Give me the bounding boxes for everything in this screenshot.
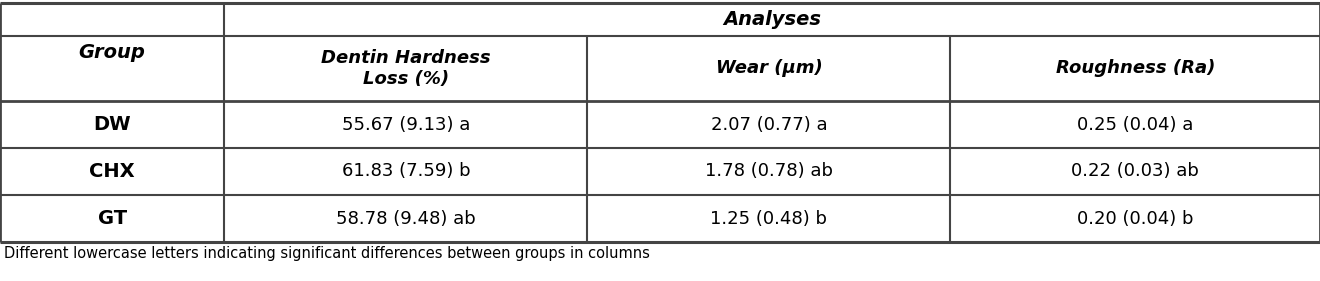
Text: 0.20 (0.04) b: 0.20 (0.04) b bbox=[1077, 210, 1193, 228]
Text: DW: DW bbox=[94, 115, 131, 134]
Text: 55.67 (9.13) a: 55.67 (9.13) a bbox=[342, 115, 470, 133]
Text: 58.78 (9.48) ab: 58.78 (9.48) ab bbox=[337, 210, 475, 228]
Text: Roughness (Ra): Roughness (Ra) bbox=[1056, 60, 1214, 78]
Text: 0.25 (0.04) a: 0.25 (0.04) a bbox=[1077, 115, 1193, 133]
Text: Analyses: Analyses bbox=[723, 10, 821, 29]
Text: 1.78 (0.78) ab: 1.78 (0.78) ab bbox=[705, 162, 833, 180]
Text: 0.22 (0.03) ab: 0.22 (0.03) ab bbox=[1072, 162, 1199, 180]
Text: 1.25 (0.48) b: 1.25 (0.48) b bbox=[710, 210, 828, 228]
Text: GT: GT bbox=[98, 209, 127, 228]
Text: Wear (μm): Wear (μm) bbox=[715, 60, 822, 78]
Text: 61.83 (7.59) b: 61.83 (7.59) b bbox=[342, 162, 470, 180]
Text: Group: Group bbox=[79, 42, 145, 62]
Text: Dentin Hardness
Loss (%): Dentin Hardness Loss (%) bbox=[321, 49, 491, 88]
Text: 2.07 (0.77) a: 2.07 (0.77) a bbox=[710, 115, 828, 133]
Text: Different lowercase letters indicating significant differences between groups in: Different lowercase letters indicating s… bbox=[4, 246, 649, 261]
Text: CHX: CHX bbox=[90, 162, 135, 181]
